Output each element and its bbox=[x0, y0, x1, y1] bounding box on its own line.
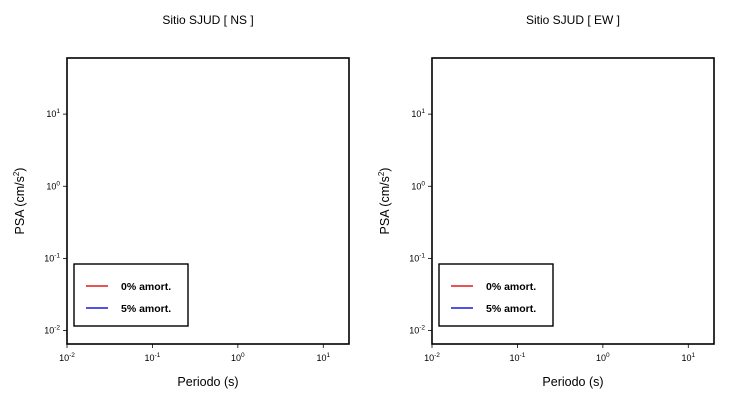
legend-box bbox=[73, 263, 189, 327]
x-tick-label: 10-1 bbox=[145, 352, 161, 363]
y-tick-label: 101 bbox=[46, 108, 60, 119]
y-tick-label: 10-1 bbox=[409, 252, 425, 263]
legend-box bbox=[438, 263, 554, 327]
y-tick-label: 100 bbox=[46, 180, 60, 191]
legend-label: 5% amort. bbox=[486, 303, 536, 315]
x-tick-label: 10-2 bbox=[59, 352, 75, 363]
y-axis-label: PSA (cm/s2) bbox=[377, 168, 392, 235]
chart-title: Sitio SJUD [ EW ] bbox=[526, 13, 620, 27]
x-tick-label: 100 bbox=[231, 352, 245, 363]
y-tick-label: 101 bbox=[411, 108, 425, 119]
legend-label: 5% amort. bbox=[121, 303, 171, 315]
legend-label: 0% amort. bbox=[486, 281, 536, 293]
x-tick-label: 101 bbox=[681, 352, 695, 363]
y-tick-label: 10-1 bbox=[44, 252, 60, 263]
x-tick-label: 10-1 bbox=[510, 352, 526, 363]
legend: 0% amort. 5% amort. bbox=[438, 263, 554, 327]
chart-panel-1: 10-2 10-1 100 101 10-2 10-1 100 101 Sitio SJUD [… bbox=[377, 13, 715, 389]
y-tick-label: 10-2 bbox=[44, 325, 60, 336]
chart-title: Sitio SJUD [ NS ] bbox=[162, 13, 253, 27]
x-tick-label: 100 bbox=[596, 352, 610, 363]
legend-label: 0% amort. bbox=[121, 281, 171, 293]
x-axis-label: Periodo (s) bbox=[177, 375, 238, 389]
y-tick-label: 10-2 bbox=[409, 325, 425, 336]
y-axis-label: PSA (cm/s2) bbox=[12, 168, 27, 235]
x-tick-label: 10-2 bbox=[424, 352, 440, 363]
x-axis-label: Periodo (s) bbox=[542, 375, 603, 389]
y-tick-label: 100 bbox=[411, 180, 425, 191]
x-tick-label: 101 bbox=[316, 352, 330, 363]
chart-panel-0: 10-2 10-1 100 101 10-2 10-1 100 101 Sitio SJUD [… bbox=[12, 13, 350, 389]
legend: 0% amort. 5% amort. bbox=[73, 263, 189, 327]
